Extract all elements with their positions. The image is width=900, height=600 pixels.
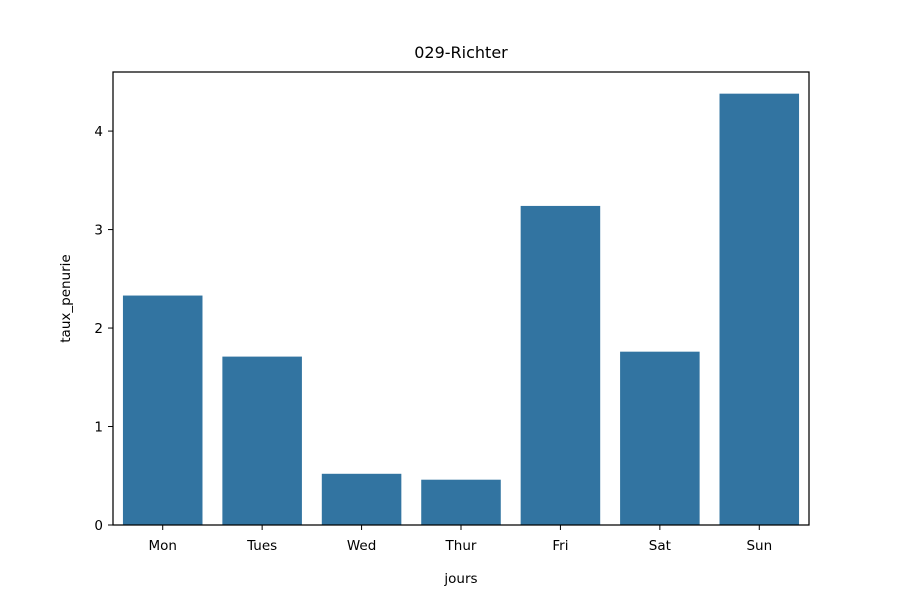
x-tick-label: Wed	[347, 538, 376, 554]
bar-thur	[421, 479, 501, 525]
bar-sun	[719, 93, 800, 525]
y-tick-label: 0	[94, 518, 103, 534]
y-tick-label: 4	[94, 124, 103, 140]
x-tick-label: Fri	[552, 538, 568, 554]
bar-fri	[520, 205, 601, 526]
plot-frame	[112, 71, 810, 526]
x-tick-label: Sat	[649, 538, 671, 554]
x-tick-label: Sun	[746, 538, 772, 554]
bar-wed	[321, 473, 402, 525]
bar-sat	[620, 351, 700, 525]
chart-title: 029-Richter	[414, 43, 508, 62]
bar-tues	[222, 356, 302, 525]
x-tick-label: Thur	[445, 538, 477, 554]
y-axis-label: taux_penurie	[58, 254, 74, 342]
x-tick-label: Tues	[246, 538, 277, 554]
y-tick-label: 3	[94, 223, 103, 239]
y-axis-ticks: 0 1 2 3 4	[94, 124, 113, 534]
x-axis-label: jours	[443, 571, 477, 587]
y-tick-label: 2	[94, 321, 103, 337]
bars-group	[122, 93, 800, 526]
x-axis-ticks: Mon Tues Wed Thur Fri Sat Sun	[148, 525, 772, 554]
y-tick-label: 1	[94, 420, 103, 436]
bar-mon	[122, 295, 203, 525]
x-tick-label: Mon	[148, 538, 176, 554]
